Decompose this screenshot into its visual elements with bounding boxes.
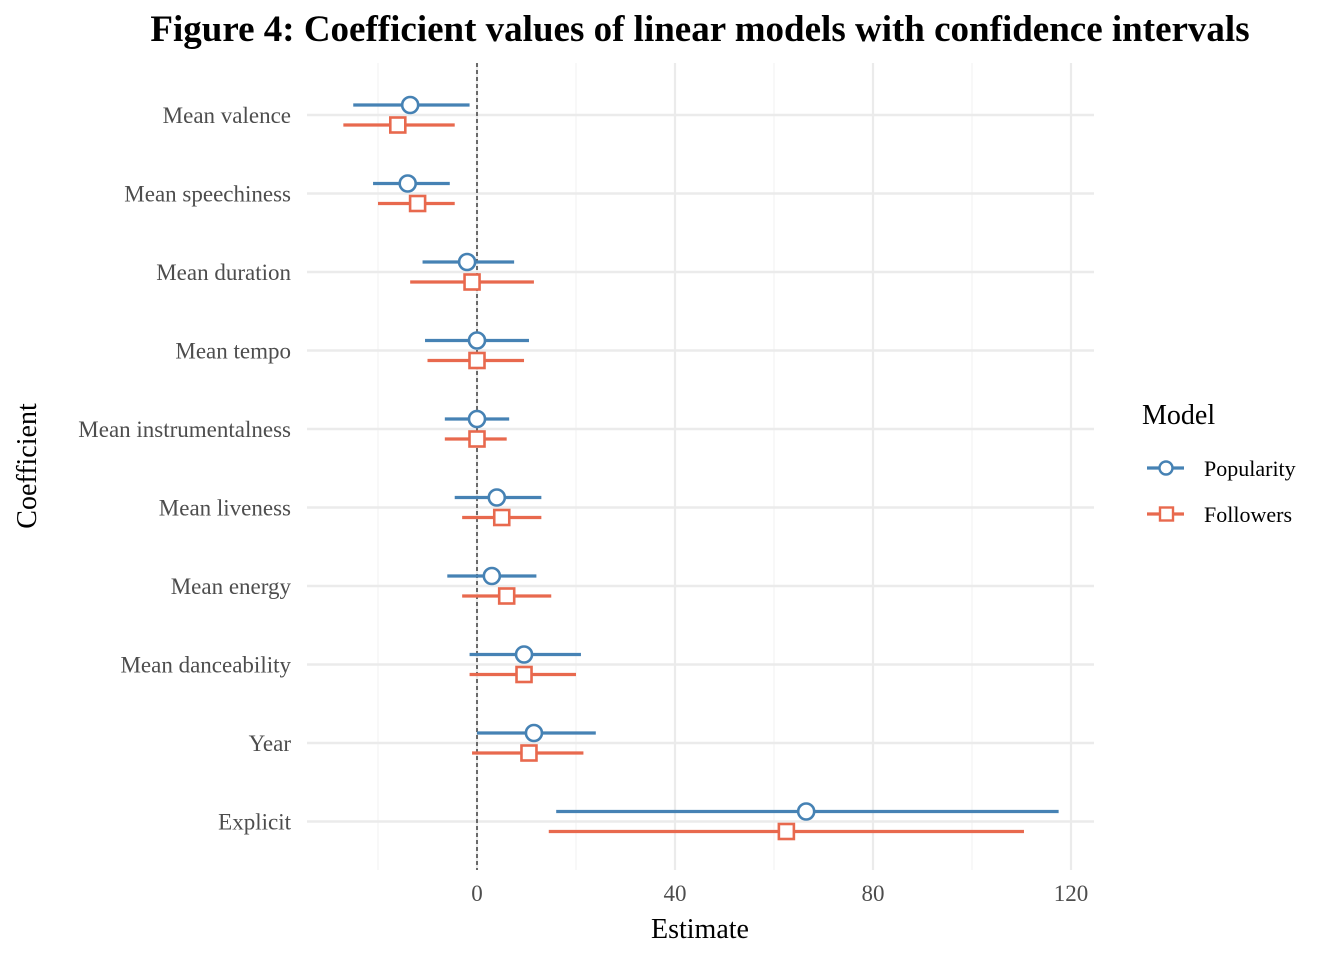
y-tick-label: Mean valence	[163, 103, 291, 128]
point-popularity	[524, 723, 544, 743]
point-popularity	[398, 174, 418, 193]
y-tick-label: Mean liveness	[159, 496, 291, 521]
legend-label-followers: Followers	[1204, 502, 1292, 527]
point-followers	[468, 351, 486, 370]
point-popularity	[457, 252, 477, 272]
y-tick-label: Mean energy	[171, 574, 292, 599]
point-followers	[497, 587, 516, 605]
point-followers	[520, 744, 538, 762]
y-tick-label: Mean speechiness	[124, 182, 291, 207]
point-followers	[463, 273, 481, 291]
point-followers	[777, 822, 796, 841]
legend-key-followers	[1158, 506, 1175, 522]
legend: Model Popularity Followers	[1142, 400, 1296, 527]
y-tick-label: Explicit	[218, 810, 291, 835]
point-popularity	[482, 566, 502, 586]
point-popularity	[514, 645, 534, 664]
y-tick-label: Mean danceability	[120, 653, 291, 678]
point-popularity	[467, 409, 487, 429]
y-tick-label: Year	[249, 731, 292, 756]
y-tick-label: Mean instrumentalness	[78, 417, 291, 442]
point-popularity	[400, 95, 420, 115]
data-marks	[343, 95, 1059, 841]
grid-lines	[307, 63, 1094, 870]
point-followers	[468, 430, 486, 448]
y-axis-title: Coefficient	[12, 403, 43, 529]
x-tick-label: 0	[471, 881, 483, 906]
point-followers	[388, 116, 407, 134]
y-tick-label: Mean duration	[156, 260, 291, 285]
chart-title: Figure 4: Coefficient values of linear m…	[150, 9, 1250, 50]
x-tick-label: 40	[664, 881, 687, 906]
point-popularity	[467, 331, 487, 350]
point-popularity	[796, 802, 816, 821]
point-followers	[492, 508, 511, 527]
x-tick-label: 80	[862, 881, 885, 906]
legend-title: Model	[1142, 400, 1215, 431]
y-tick-label: Mean tempo	[175, 339, 291, 364]
x-tick-label: 120	[1054, 881, 1089, 906]
x-axis-title: Estimate	[651, 914, 749, 945]
legend-label-popularity: Popularity	[1204, 456, 1296, 481]
x-axis-tick-labels: 0 40 80 120	[471, 881, 1088, 906]
point-followers	[515, 665, 533, 684]
legend-key-popularity	[1158, 460, 1174, 476]
point-popularity	[487, 488, 507, 507]
point-followers	[408, 194, 427, 213]
y-axis-tick-labels: Mean valence Mean speechiness Mean duratio…	[78, 103, 291, 835]
